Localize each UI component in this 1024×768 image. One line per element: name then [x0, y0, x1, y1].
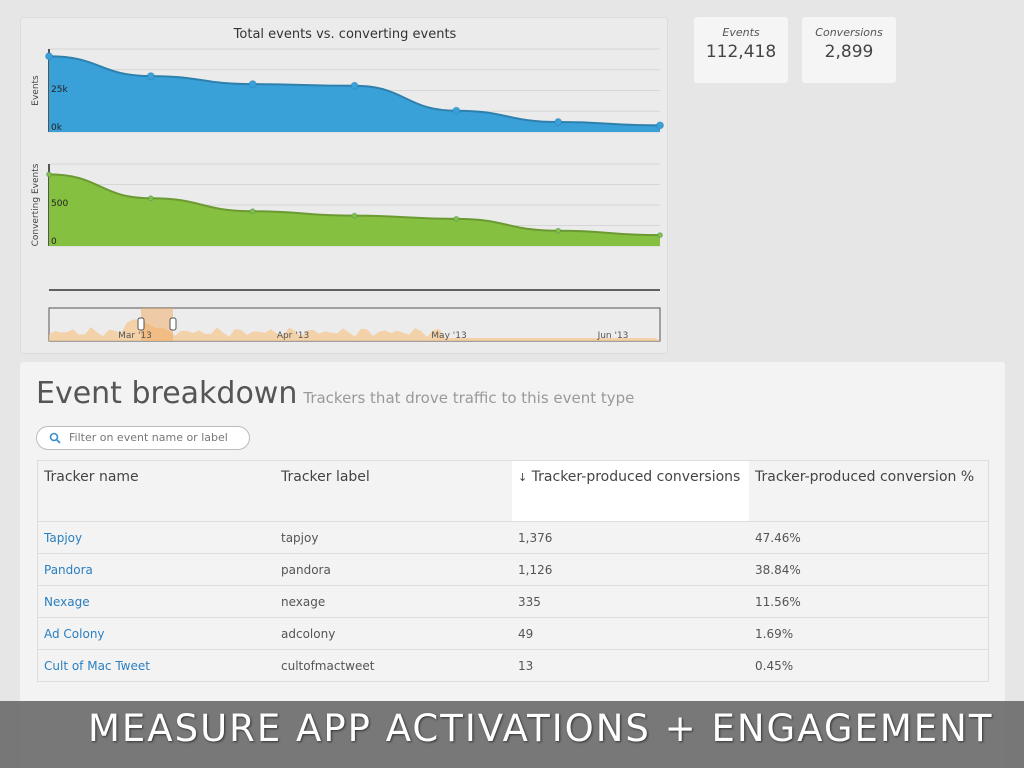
tracker-label-cell: tapjoy [275, 521, 512, 554]
data-point[interactable] [249, 208, 256, 215]
conversions-cell: 1,126 [512, 553, 749, 586]
series-area [49, 174, 660, 246]
data-point[interactable] [555, 227, 562, 234]
sort-down-icon: ↓ [518, 471, 528, 484]
column-header-conversion-pct[interactable]: Tracker-produced conversion % [749, 460, 989, 522]
stat-label: Events [722, 26, 760, 39]
tracker-name-cell[interactable]: Pandora [37, 553, 275, 586]
tracker-link[interactable]: Tapjoy [44, 530, 83, 545]
data-point[interactable] [657, 232, 663, 239]
events-chart: Total events vs. converting events 0k 25k… [31, 27, 664, 342]
stat-value: 2,899 [824, 42, 874, 62]
data-point[interactable] [248, 80, 257, 89]
y-tick-label: 25k [51, 85, 68, 95]
navigator-area [49, 319, 660, 341]
conversions-cell: 49 [512, 617, 749, 650]
section-subtitle: Trackers that drove traffic to this even… [303, 389, 635, 407]
stat-value: 112,418 [705, 42, 777, 62]
conversion-pct-cell: 0.45% [749, 649, 989, 682]
tracker-link[interactable]: Nexage [44, 594, 90, 609]
tracker-link[interactable]: Cult of Mac Tweet [44, 658, 150, 673]
conversion-pct-cell: 1.69% [749, 617, 989, 650]
filter-placeholder: Filter on event name or label [69, 431, 228, 444]
chart-title: Total events vs. converting events [233, 27, 457, 42]
section-title: Event breakdown Trackers that drove traff… [36, 376, 634, 411]
tracker-name-cell[interactable]: Cult of Mac Tweet [37, 649, 275, 682]
navigator-handle[interactable] [169, 317, 177, 331]
x-tick-label: May '13 [431, 331, 466, 341]
navigator-selection[interactable] [141, 308, 173, 341]
caption-text: MEASURE APP ACTIVATIONS + ENGAGEMENT [88, 707, 994, 750]
tracker-name-cell[interactable]: Ad Colony [37, 617, 275, 650]
data-point[interactable] [452, 106, 461, 115]
column-header-tracker-name[interactable]: Tracker name [37, 460, 275, 522]
conversion-pct-cell: 11.56% [749, 585, 989, 618]
stat-label: Conversions [815, 26, 883, 39]
data-point[interactable] [351, 212, 358, 219]
y-axis-label: Events [31, 75, 41, 106]
data-point[interactable] [146, 72, 155, 81]
filter-input[interactable]: Filter on event name or label [36, 426, 250, 450]
y-tick-label: 0k [51, 123, 63, 133]
tracker-label-cell: cultofmactweet [275, 649, 512, 682]
tracker-label-cell: pandora [275, 553, 512, 586]
table-row: Pandora pandora 1,126 38.84% [37, 553, 989, 586]
tracker-link[interactable]: Pandora [44, 562, 93, 577]
conversions-cell: 1,376 [512, 521, 749, 554]
events-stat: Events 112,418 [694, 17, 788, 83]
column-header-tracker-label[interactable]: Tracker label [275, 460, 512, 522]
header-label: Tracker-produced conversions [531, 469, 741, 485]
x-tick-label: Mar '13 [118, 331, 152, 341]
y-axis-label: Converting Events [31, 163, 41, 246]
conversion-pct-cell: 47.46% [749, 521, 989, 554]
data-point[interactable] [656, 121, 664, 130]
data-point[interactable] [147, 195, 154, 202]
caption-banner: MEASURE APP ACTIVATIONS + ENGAGEMENT [0, 701, 1024, 768]
event-breakdown-panel: Event breakdown Trackers that drove traff… [20, 362, 1005, 768]
data-point[interactable] [45, 52, 53, 61]
tracker-name-cell[interactable]: Nexage [37, 585, 275, 618]
navigator-handle[interactable] [137, 317, 145, 331]
data-point[interactable] [554, 118, 563, 127]
data-point[interactable] [453, 215, 460, 222]
table-row: Nexage nexage 335 11.56% [37, 585, 989, 618]
title-text: Event breakdown [36, 376, 298, 411]
y-tick-label: 500 [51, 199, 68, 209]
table-row: Cult of Mac Tweet cultofmactweet 13 0.45… [37, 649, 989, 682]
conversion-pct-cell: 38.84% [749, 553, 989, 586]
conversions-stat: Conversions 2,899 [802, 17, 896, 83]
y-tick-label: 0 [51, 237, 57, 247]
tracker-label-cell: nexage [275, 585, 512, 618]
table-row: Tapjoy tapjoy 1,376 47.46% [37, 521, 989, 554]
data-point[interactable] [350, 81, 359, 90]
column-header-conversions[interactable]: ↓ Tracker-produced conversions [512, 460, 749, 522]
table-row: Ad Colony adcolony 49 1.69% [37, 617, 989, 650]
chart-card: Total events vs. converting events 0k 25k… [20, 17, 668, 354]
data-point[interactable] [46, 171, 52, 178]
tracker-label-cell: adcolony [275, 617, 512, 650]
x-tick-label: Apr '13 [277, 331, 309, 341]
tracker-name-cell[interactable]: Tapjoy [37, 521, 275, 554]
series-area [49, 56, 660, 133]
conversions-cell: 13 [512, 649, 749, 682]
search-icon [49, 432, 61, 444]
tracker-table: Tracker name Tracker label ↓ Tracker-pro… [37, 460, 989, 682]
conversions-cell: 335 [512, 585, 749, 618]
x-tick-label: Jun '13 [597, 331, 629, 341]
tracker-link[interactable]: Ad Colony [44, 626, 105, 641]
